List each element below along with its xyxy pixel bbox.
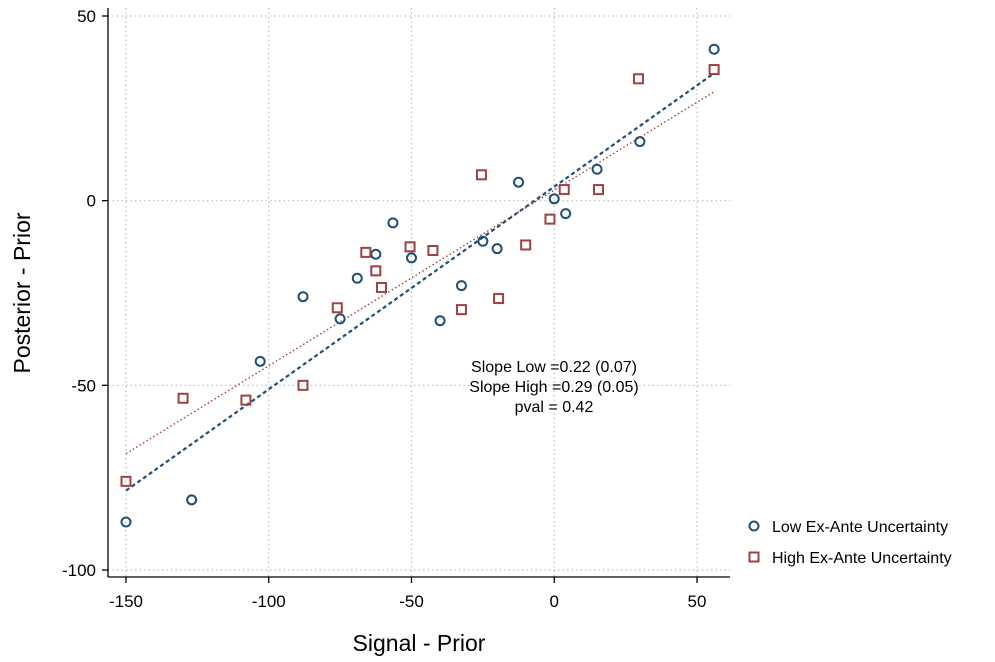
fit-lines (125, 72, 715, 492)
point-high (520, 239, 532, 251)
point-low (708, 43, 720, 55)
point-low (254, 355, 266, 367)
grid-lines (108, 8, 730, 577)
point-low (387, 217, 399, 229)
annotation-pval: pval = 0.42 (515, 399, 594, 416)
legend: Low Ex-Ante Uncertainty High Ex-Ante Unc… (748, 519, 952, 567)
point-low (297, 291, 309, 303)
point-low (560, 208, 572, 220)
point-high (376, 281, 388, 293)
point-high (544, 213, 556, 225)
point-low (548, 193, 560, 205)
annotation-slope-high: Slope High =0.29 (0.05) (469, 379, 638, 396)
x-tick-label: 50 (688, 592, 707, 611)
y-tick-label: 0 (87, 192, 96, 211)
point-high (632, 73, 644, 85)
annotation-slope-low: Slope Low =0.22 (0.07) (471, 359, 637, 376)
x-axis-title: Signal - Prior (353, 630, 486, 656)
point-low (434, 315, 446, 327)
point-low (406, 252, 417, 264)
point-high (493, 293, 505, 305)
point-low (120, 516, 132, 528)
point-high (370, 265, 382, 277)
point-high (475, 169, 487, 181)
x-tick-label: 0 (550, 592, 559, 611)
point-high (360, 246, 372, 258)
point-low (455, 280, 467, 292)
point-high (331, 302, 343, 314)
y-axis-title: Posterior - Prior (9, 212, 35, 373)
point-low (334, 313, 346, 325)
annotation-block: Slope Low =0.22 (0.07) Slope High =0.29 … (469, 359, 638, 416)
x-tick-label: -150 (109, 592, 143, 611)
point-low (634, 136, 646, 148)
data-points (120, 43, 720, 528)
point-low (491, 243, 503, 255)
point-low (351, 272, 363, 284)
point-low (591, 163, 603, 175)
y-tick-label: 50 (77, 7, 96, 26)
point-high (558, 184, 570, 196)
x-tick-label: -100 (252, 592, 286, 611)
y-tick-label: -100 (62, 561, 96, 580)
x-tick-label: -50 (399, 592, 424, 611)
point-high (240, 394, 252, 406)
legend-marker-high (748, 551, 760, 563)
y-tick-label: -50 (71, 376, 96, 395)
point-high (708, 64, 720, 76)
point-high (593, 184, 605, 196)
fit-line-low (125, 72, 715, 492)
legend-label-high: High Ex-Ante Uncertainty (772, 550, 952, 567)
legend-marker-low (748, 520, 760, 532)
point-low (513, 176, 525, 188)
point-high (120, 475, 132, 487)
point-high (427, 245, 439, 257)
point-low (477, 235, 489, 247)
point-low (186, 494, 198, 506)
point-high (455, 304, 467, 316)
point-high (404, 241, 416, 253)
fit-line-high (125, 91, 715, 455)
point-low (370, 248, 382, 260)
point-high (177, 392, 189, 404)
legend-label-low: Low Ex-Ante Uncertainty (772, 519, 948, 536)
point-high (297, 379, 309, 391)
axes: -150 -100 -50 0 50 -100 -50 0 50 (62, 7, 730, 611)
